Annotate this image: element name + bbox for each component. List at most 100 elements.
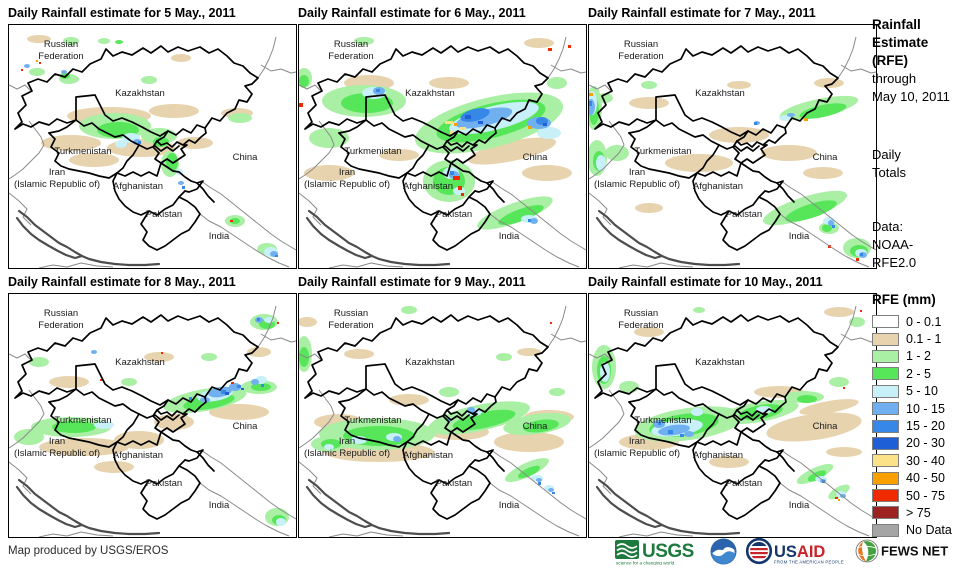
rain-cell: [393, 436, 401, 442]
data-label: Data:: [872, 219, 904, 234]
rain-cell: [14, 429, 44, 445]
rain-layer: [14, 314, 289, 526]
legend-label: 10 - 15: [906, 401, 945, 416]
rain-cell: [824, 307, 854, 317]
rain-cell: [39, 62, 41, 64]
rain-cell: [299, 103, 303, 107]
rfe-data-source: Data: NOAA-RFE2.0: [872, 218, 930, 272]
rain-cell: [324, 444, 334, 450]
legend-swatch: [872, 402, 899, 416]
country-label-iran: Iran (Islamic Republic of): [594, 167, 680, 190]
rain-cell: [61, 70, 67, 74]
country-label-india: India: [209, 500, 230, 511]
rain-cell: [523, 419, 559, 433]
rain-cell: [225, 392, 229, 395]
rain-cell: [856, 258, 859, 261]
rain-cell: [785, 200, 837, 222]
map-frame: Russian Federation Kazakhstan Turkmenistan I…: [588, 24, 877, 269]
rain-cell: [543, 123, 547, 126]
map-frame: Russian Federation Kazakhstan Turkmenistan I…: [8, 293, 297, 538]
legend-row: 10 - 15: [872, 400, 952, 417]
rain-cell: [829, 377, 849, 387]
legend-row: No Data: [872, 522, 952, 539]
rain-cell: [63, 37, 79, 45]
rfe-title: Rainfall Estimate (RFE): [872, 17, 929, 68]
rain-cell: [761, 145, 817, 161]
labels-layer: Russian Federation Kazakhstan Turkmenistan I…: [594, 39, 838, 242]
rain-cell: [237, 385, 241, 388]
country-label-kazakhstan: Kazakhstan: [695, 88, 745, 99]
panel-title: Daily Rainfall estimate for 9 May., 2011: [298, 275, 526, 289]
rain-cell: [189, 397, 192, 400]
rfe-totals: Daily Totals: [872, 147, 906, 180]
rain-cell: [201, 353, 217, 361]
legend-swatch: [872, 489, 899, 503]
svg-text:USAID: USAID: [774, 543, 825, 561]
rain-cell: [822, 224, 832, 232]
country-label-china: China: [813, 421, 839, 432]
rain-cell: [641, 81, 657, 89]
legend-row: 2 - 5: [872, 365, 952, 382]
labels-layer: Russian Federation Kazakhstan Turkmenistan I…: [304, 308, 548, 511]
country-label-iran: Iran (Islamic Republic of): [594, 436, 680, 459]
rain-cell: [154, 414, 194, 430]
rain-cell: [29, 68, 45, 76]
rain-cell: [299, 317, 317, 327]
rain-cell: [114, 431, 164, 449]
country-label-afghanistan: Afghanistan: [403, 450, 453, 461]
rfe-date: May 10, 2011: [872, 89, 950, 104]
country-label-pakistan: Pakistan: [146, 209, 182, 220]
country-label-kazakhstan: Kazakhstan: [695, 357, 745, 368]
rain-cell: [538, 482, 541, 485]
legend-label: 1 - 2: [906, 349, 932, 364]
legend-row: 20 - 30: [872, 435, 952, 452]
rain-cell: [94, 421, 114, 429]
rain-cell: [524, 38, 554, 48]
rain-cell: [536, 478, 542, 482]
rain-cell: [665, 154, 733, 172]
rain-cell: [537, 127, 561, 139]
rain-cell: [467, 137, 557, 165]
legend-row: 50 - 75: [872, 487, 952, 504]
fewsnet-label: FEWS NET: [881, 544, 948, 559]
rain-cell: [439, 387, 459, 397]
country-label-turkmenistan: Turkmenistan: [54, 415, 111, 426]
rain-cell: [568, 45, 571, 48]
rainfall-map: Russian Federation Kazakhstan Turkmenistan I…: [9, 35, 296, 268]
rain-cell: [799, 103, 847, 119]
legend-row: 0.1 - 1: [872, 330, 952, 347]
rain-cell: [496, 353, 512, 361]
footer-logos: USGS science for a changing world USAID …: [615, 537, 950, 565]
rain-cell: [41, 135, 101, 151]
country-label-china: China: [233, 421, 259, 432]
rainfall-map: Russian Federation Kazakhstan Turkmenistan I…: [589, 304, 876, 537]
country-label-china: China: [523, 152, 549, 163]
rain-cell: [596, 155, 606, 171]
rain-cell: [680, 434, 684, 437]
country-label-afghanistan: Afghanistan: [113, 450, 163, 461]
rainfall-map: Russian Federation Kazakhstan Turkmenistan I…: [589, 35, 876, 268]
rain-cell: [465, 115, 471, 119]
rain-cell: [29, 357, 49, 367]
legend-label: 15 - 20: [906, 419, 945, 434]
rain-cell: [635, 203, 663, 213]
labels-layer: Russian Federation Kazakhstan Turkmenistan I…: [594, 308, 838, 511]
rain-cell: [277, 322, 279, 324]
rain-cell: [261, 384, 264, 387]
rain-cell: [550, 322, 552, 324]
map-panel-1: Daily Rainfall estimate for 5 May., 2011…: [8, 6, 297, 269]
rain-cell: [797, 395, 817, 403]
rain-cell: [91, 350, 97, 354]
rain-cell: [100, 379, 103, 381]
country-label-afghanistan: Afghanistan: [113, 181, 163, 192]
country-label-pakistan: Pakistan: [436, 478, 472, 489]
rain-cell: [247, 347, 271, 357]
legend-label: 0 - 0.1: [906, 314, 942, 329]
rain-cell: [98, 38, 110, 44]
legend-swatch: [872, 471, 899, 485]
rain-cell: [52, 421, 96, 433]
rain-cell: [547, 77, 567, 89]
country-label-china: China: [813, 152, 839, 163]
legend-row: > 75: [872, 504, 952, 521]
rain-cell: [450, 131, 454, 134]
